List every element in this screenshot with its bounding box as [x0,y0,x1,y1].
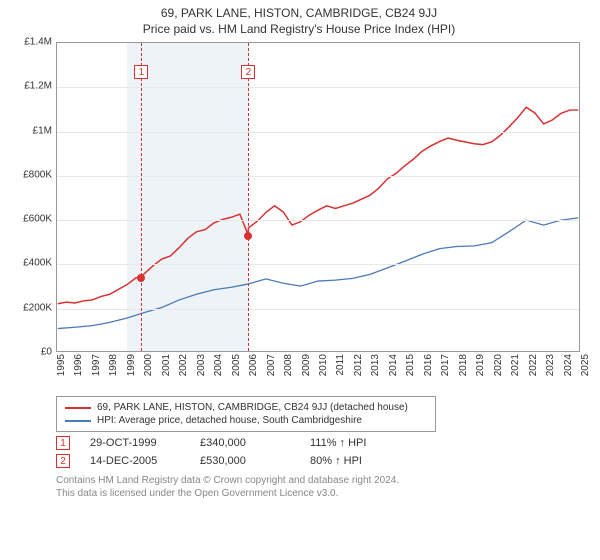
legend-label: HPI: Average price, detached house, Sout… [97,415,362,426]
x-tick-label: 2023 [545,354,556,394]
sale-date: 14-DEC-2005 [90,455,180,467]
x-tick-label: 2004 [213,354,224,394]
sale-row: 1 29-OCT-1999 £340,000 111% ↑ HPI [56,436,590,450]
x-tick-label: 1996 [73,354,84,394]
plot: 12 [56,42,580,352]
x-axis: 1995 1996 1997 1998 1999 2000 2001 2002 2003 2004… [56,352,580,392]
marker-line [141,43,142,351]
y-axis: £0£200K£400K£600K£800K£1M£1.2M£1.4M [12,42,56,352]
sale-dot [244,232,252,240]
chart-container: 69, PARK LANE, HISTON, CAMBRIDGE, CB24 9… [0,0,600,502]
marker-line [248,43,249,351]
x-tick-label: 1999 [126,354,137,394]
series-line-property [58,107,579,303]
x-tick-label: 2007 [266,354,277,394]
x-tick-label: 2003 [196,354,207,394]
legend: 69, PARK LANE, HISTON, CAMBRIDGE, CB24 9… [56,396,436,432]
x-tick-label: 2013 [370,354,381,394]
x-tick-label: 2012 [353,354,364,394]
y-tick-label: £800K [23,169,52,180]
x-tick-label: 2021 [510,354,521,394]
y-tick-label: £1.4M [24,37,52,48]
sale-date: 29-OCT-1999 [90,437,180,449]
x-tick-label: 1997 [91,354,102,394]
x-tick-label: 1998 [108,354,119,394]
attribution: Contains HM Land Registry data © Crown c… [56,474,590,500]
x-tick-label: 2000 [143,354,154,394]
x-tick-label: 2010 [318,354,329,394]
grid-line [57,309,579,310]
sale-price: £530,000 [200,455,290,467]
grid-line [57,132,579,133]
plot-area: £0£200K£400K£600K£800K£1M£1.2M£1.4M 12 1… [12,42,586,392]
x-tick-label: 2022 [528,354,539,394]
grid-line [57,220,579,221]
legend-swatch [65,420,91,422]
x-tick-label: 2025 [580,354,591,394]
series-line-hpi [58,218,579,329]
x-tick-label: 2011 [335,354,346,394]
marker-badge: 2 [241,65,255,79]
line-layer [57,43,579,351]
y-tick-label: £400K [23,258,52,269]
x-tick-label: 2020 [493,354,504,394]
x-tick-label: 2008 [283,354,294,394]
x-tick-label: 2024 [563,354,574,394]
y-tick-label: £0 [41,347,52,358]
y-tick-label: £600K [23,214,52,225]
y-tick-label: £1.2M [24,81,52,92]
sale-badge: 2 [56,454,70,468]
x-tick-label: 2017 [440,354,451,394]
sale-price: £340,000 [200,437,290,449]
legend-item: HPI: Average price, detached house, Sout… [65,414,427,427]
x-tick-label: 2006 [248,354,259,394]
sale-row: 2 14-DEC-2005 £530,000 80% ↑ HPI [56,454,590,468]
attribution-line: This data is licensed under the Open Gov… [56,487,590,500]
attribution-line: Contains HM Land Registry data © Crown c… [56,474,590,487]
y-tick-label: £200K [23,302,52,313]
legend-label: 69, PARK LANE, HISTON, CAMBRIDGE, CB24 9… [97,402,408,413]
legend-swatch [65,407,91,409]
x-tick-label: 2002 [178,354,189,394]
x-tick-label: 1995 [56,354,67,394]
x-tick-label: 2018 [458,354,469,394]
x-tick-label: 2014 [388,354,399,394]
sale-dot [137,274,145,282]
x-tick-label: 2019 [475,354,486,394]
marker-badge: 1 [134,65,148,79]
x-tick-label: 2001 [161,354,172,394]
y-tick-label: £1M [33,125,52,136]
x-tick-label: 2009 [301,354,312,394]
grid-line [57,87,579,88]
sale-pct: 80% ↑ HPI [310,455,400,467]
chart-subtitle: Price paid vs. HM Land Registry's House … [8,22,590,36]
x-tick-label: 2005 [231,354,242,394]
chart-title: 69, PARK LANE, HISTON, CAMBRIDGE, CB24 9… [8,6,590,20]
x-tick-label: 2016 [423,354,434,394]
sale-badge: 1 [56,436,70,450]
sale-pct: 111% ↑ HPI [310,437,400,449]
grid-line [57,176,579,177]
x-tick-label: 2015 [405,354,416,394]
legend-item: 69, PARK LANE, HISTON, CAMBRIDGE, CB24 9… [65,401,427,414]
grid-line [57,264,579,265]
